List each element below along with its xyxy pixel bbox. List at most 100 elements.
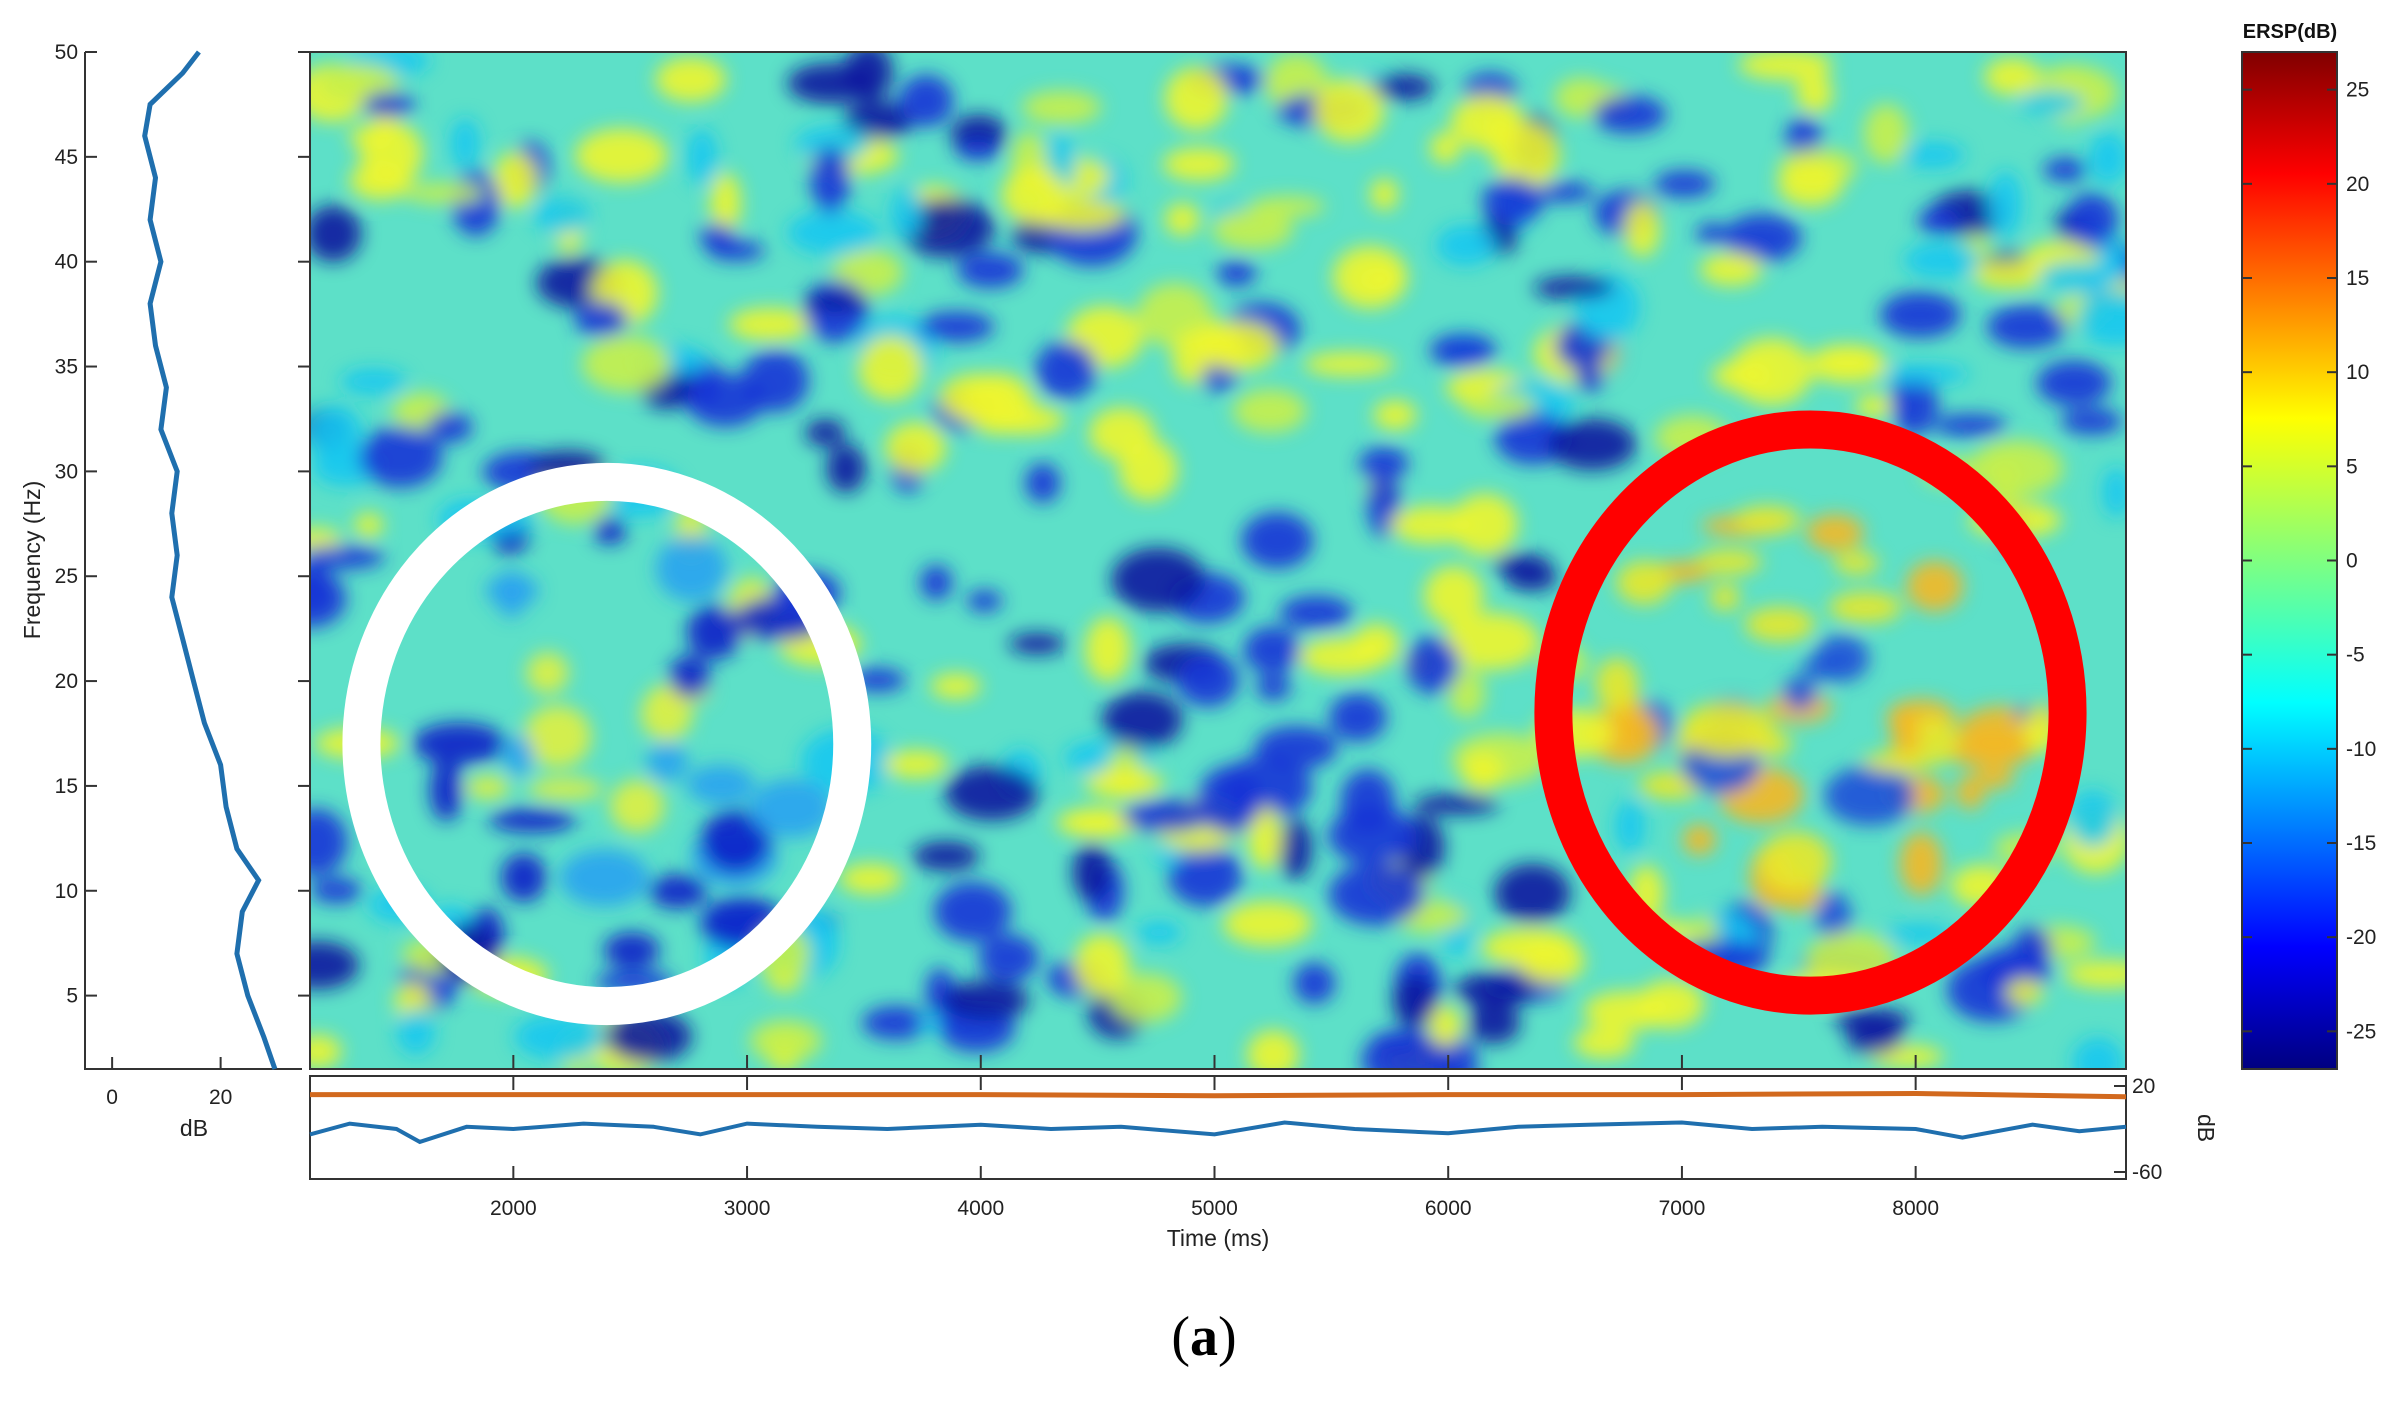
- spectrogram-blob: [2068, 789, 2117, 848]
- colorbar-tick-label: -15: [2346, 832, 2376, 855]
- spectrogram-blob: [1443, 612, 1540, 670]
- spectrogram-blob: [1880, 291, 1961, 338]
- x-tick-label: 7000: [1659, 1197, 1706, 1220]
- spectrogram-blob: [501, 852, 547, 902]
- spectrogram-blob: [1682, 823, 1717, 856]
- spectrogram-blob: [710, 172, 742, 236]
- spectrogram-blob: [1429, 333, 1497, 368]
- x-tick-label: 4000: [957, 1197, 1004, 1220]
- spectrogram-blob: [648, 874, 708, 909]
- spectrogram-blob: [742, 349, 809, 412]
- spectrogram-blob: [1241, 512, 1314, 569]
- envelope-y-label: dB: [2193, 1114, 2219, 1142]
- spectrogram-blob: [1197, 766, 1261, 835]
- spectrogram-blob: [2101, 466, 2126, 518]
- spectrogram-blob: [1723, 213, 1802, 262]
- y-tick-label: 35: [55, 356, 78, 379]
- baseline-x-label: dB: [180, 1115, 208, 1141]
- spectrogram-blob: [526, 652, 569, 694]
- spectrogram-blob: [429, 758, 463, 822]
- spectrogram-blob: [1738, 52, 1833, 81]
- spectrogram-blob: [1373, 399, 1417, 431]
- spectrogram-blob: [1423, 565, 1484, 626]
- spectrogram-blob: [2063, 960, 2126, 989]
- spectrogram-blob: [1279, 595, 1353, 630]
- spectrogram-blob: [1035, 341, 1097, 399]
- spectrogram-blob: [1109, 973, 1182, 1023]
- y-tick-label: 20: [55, 670, 78, 693]
- spectrogram-blob: [1573, 1026, 1635, 1059]
- spectrogram-blob: [1222, 901, 1313, 947]
- spectrogram-blob: [1759, 831, 1832, 893]
- spectrogram-blob: [1406, 636, 1460, 694]
- x-tick-label: 8000: [1892, 1197, 1939, 1220]
- spectrogram-blob: [1863, 103, 1909, 164]
- spectrogram-blob: [450, 117, 481, 169]
- spectrogram-blob: [1085, 616, 1131, 682]
- spectrogram-blob: [1328, 862, 1425, 926]
- spectrogram-blob: [1832, 1008, 1911, 1030]
- spectrogram-blob: [2012, 926, 2052, 970]
- spectrogram-blob: [2088, 132, 2126, 185]
- spectrogram-blob: [310, 405, 363, 462]
- spectrogram-blob: [1533, 276, 1615, 300]
- y-tick-label: 15: [55, 775, 78, 798]
- spectrogram-blob: [1518, 938, 1585, 985]
- spectrogram-blob: [956, 252, 1024, 289]
- spectrogram-blob: [1654, 170, 1715, 198]
- x-tick-label: 5000: [1191, 1197, 1238, 1220]
- spectrogram-blob: [1068, 808, 1120, 836]
- spectrogram-blob: [396, 1008, 436, 1056]
- baseline-x-tick-label: 0: [106, 1086, 118, 1109]
- spectrogram-blob: [1711, 360, 1773, 392]
- spectrogram-blob: [1293, 962, 1336, 1004]
- baseline-x-tick-label: 20: [209, 1086, 232, 1109]
- spectrogram-blob: [1164, 202, 1201, 236]
- spectrogram-blob: [503, 734, 534, 777]
- spectrogram-blob: [1533, 182, 1595, 203]
- baseline-spectrum-panel: 0 20 dB: [84, 50, 302, 1141]
- spectrogram-blob: [2077, 290, 2126, 347]
- spectrogram-blob: [826, 444, 866, 493]
- spectrogram-blob: [1435, 224, 1496, 267]
- annotation-red-circle: [1534, 410, 2087, 1015]
- spectrogram-blob: [749, 778, 834, 838]
- spectrogram-blob: [966, 590, 1003, 612]
- spectrogram-blob: [1373, 74, 1435, 101]
- spectrogram-blob: [1451, 493, 1518, 556]
- ersp-spectrogram: 5 10 15 20 25 30 35 40 45 50: [55, 41, 2127, 1070]
- spectrogram-blob: [1352, 623, 1401, 667]
- spectrogram-blob: [451, 170, 501, 237]
- spectrogram-blob: [574, 301, 629, 337]
- envelope-lower-line: [309, 1120, 2127, 1145]
- spectrogram-blob: [1795, 72, 1834, 114]
- colorbar-tick-label: 25: [2346, 79, 2369, 102]
- spectrogram-blob: [858, 335, 923, 401]
- spectrogram-blob: [1575, 365, 1605, 392]
- spectrogram-blob: [1303, 352, 1395, 377]
- spectrogram-blob: [1313, 78, 1385, 143]
- spectrogram-blob: [1211, 208, 1294, 250]
- colorbar-tick-label: -20: [2346, 926, 2376, 949]
- spectrogram-blob: [1198, 321, 1280, 371]
- spectrogram-blob: [1984, 57, 2041, 96]
- spectrogram-blob: [1243, 626, 1301, 674]
- colorbar-title: ERSP(dB): [2243, 21, 2337, 43]
- spectrogram-blob: [1164, 66, 1228, 131]
- spectrogram-blob: [1592, 95, 1667, 134]
- spectrogram-blob: [1614, 799, 1646, 853]
- spectrogram-blob: [1461, 751, 1504, 792]
- spectrogram-blob: [1903, 242, 1981, 279]
- spectrogram-blob: [2038, 262, 2124, 290]
- spectrogram-blob: [1448, 669, 1486, 718]
- baseline-spectrum-line: [142, 50, 278, 1070]
- spectrogram-blob: [310, 205, 362, 262]
- spectrogram-blob: [310, 545, 385, 570]
- spectrogram-blob: [1136, 920, 1183, 945]
- spectrogram-blob: [2065, 192, 2118, 248]
- colorbar-tick-label: 10: [2346, 361, 2369, 384]
- spectrogram-blob: [1101, 691, 1183, 749]
- spectrogram-blob: [412, 722, 506, 765]
- spectrogram-blob: [802, 291, 870, 312]
- spectrogram-blob: [1680, 701, 1775, 758]
